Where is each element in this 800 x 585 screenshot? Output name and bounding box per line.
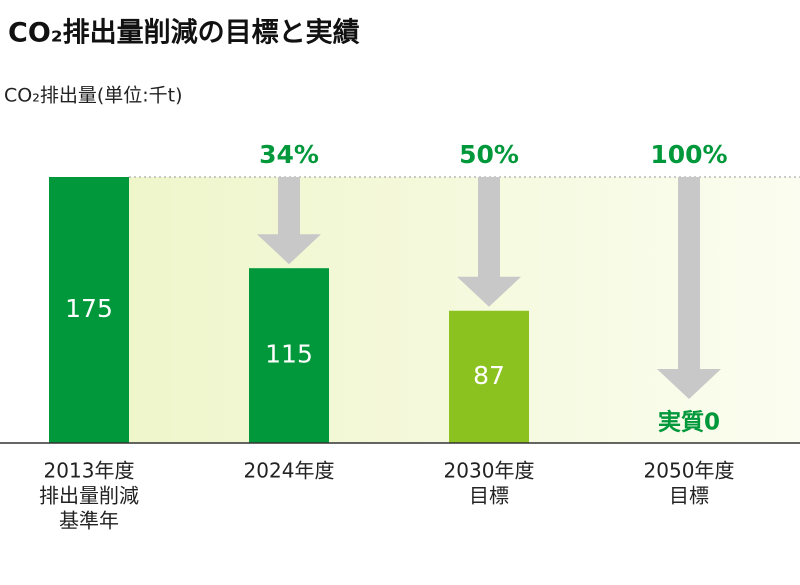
- bar: [449, 310, 529, 443]
- reduction-arrow: [657, 177, 721, 399]
- bar: [49, 177, 129, 443]
- x-tick-label: 目標: [469, 484, 509, 508]
- x-tick-label: 2013年度: [44, 459, 135, 483]
- reduction-label: 50%: [459, 140, 519, 169]
- bar: [249, 268, 329, 443]
- x-tick-label: 基準年: [59, 509, 119, 533]
- reduction-label: 34%: [259, 140, 319, 169]
- reduction-arrow: [257, 177, 321, 265]
- value-label: 175: [65, 294, 113, 323]
- value-label: 87: [473, 361, 505, 390]
- axis-label: CO₂排出量(単位:千t): [4, 85, 183, 107]
- x-tick-label: 2030年度: [444, 459, 535, 483]
- reduction-arrow: [457, 177, 521, 307]
- x-tick-label: 目標: [669, 484, 709, 508]
- value-label: 実質0: [658, 409, 720, 436]
- chart-title: CO₂排出量削減の目標と実績: [8, 17, 360, 49]
- x-tick-label: 2050年度: [644, 459, 735, 483]
- value-label: 115: [265, 340, 313, 369]
- x-tick-label: 2024年度: [244, 459, 335, 483]
- reduction-label: 100%: [650, 140, 727, 169]
- x-tick-label: 排出量削減: [39, 484, 139, 508]
